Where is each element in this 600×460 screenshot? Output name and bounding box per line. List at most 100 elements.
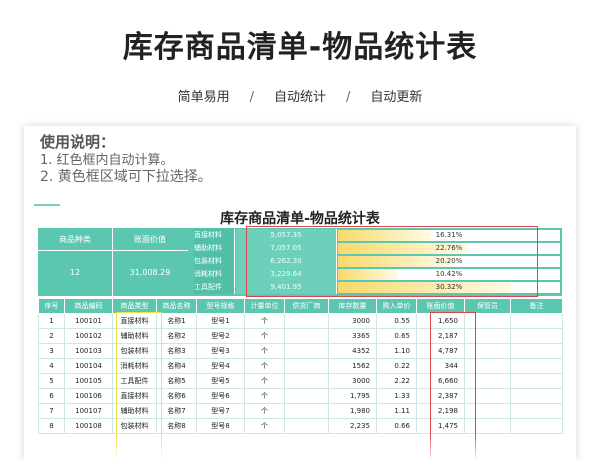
table-cell: [510, 328, 563, 344]
feature-item: 自动更新: [370, 90, 423, 105]
table-cell: 100107: [64, 403, 113, 419]
table-cell: 7: [38, 403, 65, 419]
feature-tagline: 简单易用 / 自动统计 / 自动更新: [0, 86, 600, 105]
table-row: 3 100103 包装材料 名称3 型号3 个 4352 1.10 4,787: [38, 343, 563, 359]
table-row: 7 100107 辅助材料 名称7 型号7 个 1,980 1.11 2,198: [38, 403, 563, 419]
note-line: 1. 红色框内自动计算。: [40, 153, 174, 168]
table-cell: 名称1: [156, 313, 197, 329]
table-cell: [284, 418, 329, 434]
column-header: 账面价值: [416, 298, 465, 314]
column-header: 型号规格: [196, 298, 245, 314]
table-cell: [284, 313, 329, 329]
category-percent: 30.32%: [435, 283, 463, 291]
table-cell: [284, 388, 329, 404]
category-bar-track: 22.76%: [338, 243, 560, 254]
category-percent: 20.20%: [435, 257, 463, 265]
table-row: 8 100108 包装材料 名称8 型号8 个 2,235 0.66 1,475: [38, 418, 563, 434]
table-cell: 0.22: [376, 358, 417, 374]
category-value: 9,401.95: [236, 281, 337, 294]
category-name: 包装材料: [194, 255, 235, 268]
auto-calc-frame: [430, 312, 476, 460]
table-cell: 个: [244, 358, 285, 374]
table-cell: 型号2: [196, 328, 245, 344]
table-cell: 100101: [64, 313, 113, 329]
table-cell: 型号3: [196, 343, 245, 359]
category-bar: [338, 243, 468, 254]
separator: /: [249, 90, 254, 105]
category-value: 6,262.30: [236, 255, 337, 268]
category-value: 5,057.35: [236, 229, 337, 242]
column-header: 计量单位: [244, 298, 285, 314]
dropdown-selection-frame: [116, 312, 162, 460]
category-count-value: 12: [69, 268, 81, 277]
table-cell: 100106: [64, 388, 113, 404]
column-header: 商品名称: [156, 298, 197, 314]
column-header: 购入单价: [376, 298, 417, 314]
inventory-table: 序号 商品编码 商品类型 商品名称 型号规格 计量单位 供货厂商 库存数量 购入单价 账面价值 保管…: [38, 298, 563, 434]
table-cell: 100104: [64, 358, 113, 374]
table-cell: 个: [244, 373, 285, 389]
table-cell: 2: [38, 328, 65, 344]
column-header: 备注: [510, 298, 563, 314]
category-name: 辅助材料: [194, 242, 235, 255]
category-value: 3,229.64: [236, 268, 337, 281]
spreadsheet-preview: 使用说明： 1. 红色框内自动计算。 2. 黄色框区域可下拉选择。 库存商品清单…: [24, 126, 576, 460]
category-row: 工具配件 9,401.95 30.32%: [192, 281, 562, 294]
table-cell: 100105: [64, 373, 113, 389]
table-cell: 名称7: [156, 403, 197, 419]
table-cell: [284, 403, 329, 419]
table-cell: 型号8: [196, 418, 245, 434]
table-cell: 个: [244, 343, 285, 359]
total-value-label: 账面价值: [134, 235, 166, 244]
table-cell: 3365: [328, 328, 377, 344]
table-cell: [510, 358, 563, 374]
category-bar: [338, 282, 512, 293]
summary-panel: 商品种类 账面价值 12 31,008.29 直接材料 5,057.35 16.…: [38, 228, 562, 296]
auto-calc-frame: [246, 226, 538, 297]
category-percent: 22.76%: [435, 244, 463, 252]
table-cell: 1.33: [376, 388, 417, 404]
table-cell: 4: [38, 358, 65, 374]
scroll-fade: [24, 434, 576, 460]
category-count-label: 商品种类: [59, 235, 91, 244]
category-bar: [338, 256, 454, 267]
table-cell: [284, 343, 329, 359]
table-cell: [284, 373, 329, 389]
column-header: 序号: [38, 298, 65, 314]
category-name: 消耗材料: [194, 268, 235, 281]
table-cell: [510, 373, 563, 389]
table-cell: 3000: [328, 313, 377, 329]
feature-item: 自动统计: [273, 90, 326, 105]
divider: [112, 228, 113, 296]
category-name: 直接材料: [194, 229, 235, 242]
table-cell: 0.55: [376, 313, 417, 329]
table-cell: 1.11: [376, 403, 417, 419]
table-cell: 个: [244, 313, 285, 329]
category-row: 包装材料 6,262.30 20.20%: [192, 255, 562, 268]
category-percent: 10.42%: [435, 270, 463, 278]
table-cell: [510, 313, 563, 329]
table-cell: 1,795: [328, 388, 377, 404]
column-header: 商品编码: [64, 298, 113, 314]
table-header-row: 序号 商品编码 商品类型 商品名称 型号规格 计量单位 供货厂商 库存数量 购入单价 账面价值 保管…: [38, 298, 563, 314]
table-cell: 8: [38, 418, 65, 434]
table-cell: 个: [244, 388, 285, 404]
notes-title: 使用说明：: [40, 133, 116, 151]
table-cell: 4352: [328, 343, 377, 359]
table-cell: 1,980: [328, 403, 377, 419]
table-cell: 1.10: [376, 343, 417, 359]
sheet-title: 库存商品清单-物品统计表: [220, 211, 380, 227]
category-name: 工具配件: [194, 281, 235, 294]
table-cell: [284, 328, 329, 344]
category-bar-track: 20.20%: [338, 256, 560, 267]
category-percent: 16.31%: [435, 231, 463, 239]
table-row: 2 100102 辅助材料 名称2 型号2 个 3365 0.65 2,187: [38, 328, 563, 344]
separator: /: [346, 90, 351, 105]
table-cell: [510, 403, 563, 419]
note-line: 2. 黄色框区域可下拉选择。: [40, 169, 212, 185]
page-title: 库存商品清单-物品统计表: [122, 30, 478, 65]
table-cell: 0.66: [376, 418, 417, 434]
category-bar-track: 16.31%: [338, 230, 560, 241]
table-cell: 3000: [328, 373, 377, 389]
table-cell: [510, 418, 563, 434]
